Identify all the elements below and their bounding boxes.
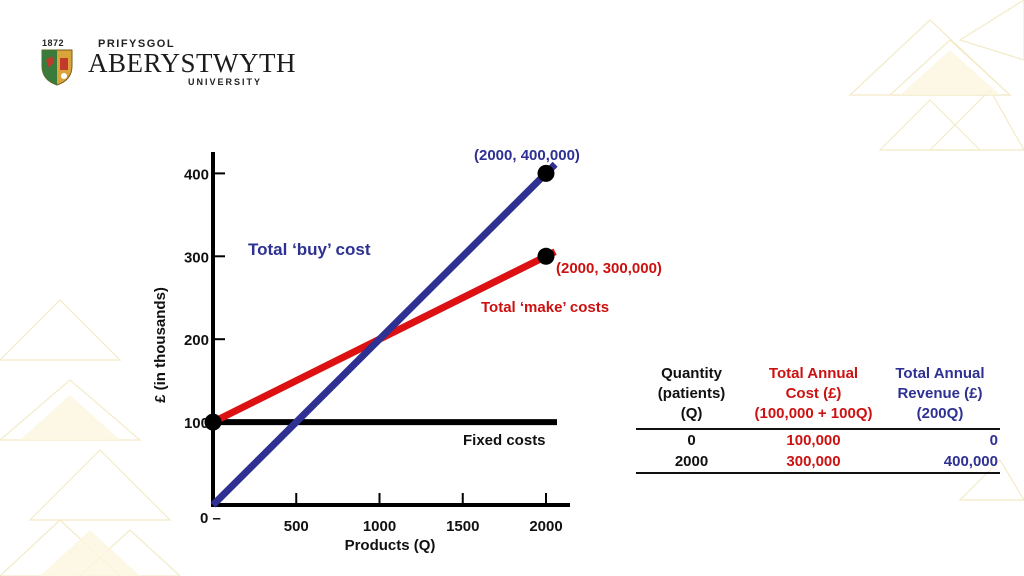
header-quantity-line2: (patients) — [657, 385, 726, 402]
logo-line-university: UNIVERSITY — [188, 77, 263, 87]
zero-label: 0 – — [200, 510, 221, 527]
header-quantity: Quantity (patients) (Q) — [636, 364, 747, 429]
cell-revenue: 400,000 — [943, 453, 998, 470]
x-tick-label: 1000 — [363, 518, 396, 535]
y-tick-label: 100 — [184, 415, 209, 432]
header-cost-line3: (100,000 + 100Q) — [754, 405, 873, 422]
cell-revenue: 0 — [989, 432, 998, 449]
x-axis-label: Products (Q) — [345, 537, 436, 554]
cell-quantity: 2000 — [674, 453, 709, 470]
y-axis-label: £ (in thousands) — [152, 287, 169, 403]
series-label-make-costs: Total ‘make’ costs — [481, 299, 609, 316]
header-revenue-line3: (200Q) — [916, 405, 964, 422]
data-point — [537, 247, 555, 265]
y-tick-label: 300 — [184, 249, 209, 266]
series-label-buy-cost: Total ‘buy’ cost — [248, 240, 371, 259]
table-row: 0 100,000 0 — [636, 429, 1000, 451]
university-logo: 1872 PRIFYSGOL ABERYSTWYTH UNIVERSITY — [38, 36, 296, 92]
header-cost-line1: Total Annual — [768, 365, 859, 382]
cell-cost: 300,000 — [786, 453, 841, 470]
data-point — [537, 164, 555, 182]
table-row: 2000 300,000 400,000 — [636, 451, 1000, 473]
x-tick-label: 500 — [284, 518, 309, 535]
point-label-buy-end: (2000, 400,000) — [474, 147, 580, 164]
y-tick-label: 200 — [184, 332, 209, 349]
header-cost: Total Annual Cost (£) (100,000 + 100Q) — [747, 364, 880, 429]
x-tick-label: 2000 — [529, 518, 562, 535]
cell-cost: 100,000 — [786, 432, 841, 449]
header-revenue: Total Annual Revenue (£) (200Q) — [880, 364, 1000, 429]
header-revenue-line2: Revenue (£) — [897, 385, 983, 402]
x-tick-label: 1500 — [446, 518, 479, 535]
header-quantity-line3: (Q) — [680, 405, 703, 422]
cell-quantity: 0 — [687, 432, 696, 449]
logo-year: 1872 — [42, 38, 65, 48]
data-point — [204, 413, 222, 431]
crest-icon — [41, 49, 73, 86]
y-tick-label: 400 — [184, 166, 209, 183]
series-label-fixed-costs: Fixed costs — [463, 432, 546, 449]
logo-line-aberystwyth: ABERYSTWYTH — [88, 48, 296, 78]
point-label-make-end: (2000, 300,000) — [556, 260, 662, 277]
header-quantity-line1: Quantity — [661, 365, 722, 382]
table-header-row: Quantity (patients) (Q) Total Annual Cos… — [636, 364, 1000, 429]
header-revenue-line1: Total Annual — [895, 365, 985, 382]
cost-revenue-table: Quantity (patients) (Q) Total Annual Cos… — [636, 364, 1000, 474]
logo-line-prifysgol: PRIFYSGOL — [98, 38, 176, 50]
header-cost-line2: Cost (£) — [785, 385, 842, 402]
series-line-buy-cost — [210, 161, 558, 508]
